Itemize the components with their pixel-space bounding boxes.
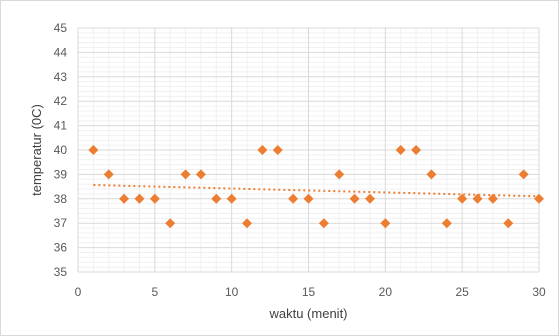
y-tick-label: 37 [54,216,68,230]
data-point [487,193,498,204]
data-point [380,218,391,229]
x-tick-labels: 0 5 10 15 20 25 30 [75,285,546,299]
x-axis-title: waktu (menit) [268,306,347,321]
y-tick-label: 36 [54,241,68,255]
data-point [441,218,452,229]
data-point [518,169,529,180]
data-point [364,193,375,204]
data-point [242,218,253,229]
data-point [318,218,329,229]
data-point [472,193,483,204]
x-tick-label: 0 [75,285,82,299]
x-tick-label: 30 [532,285,546,299]
data-point [180,169,191,180]
y-tick-label: 43 [54,70,68,84]
y-tick-label: 41 [54,119,68,133]
data-point [165,218,176,229]
data-point [349,193,360,204]
data-point [395,145,406,155]
y-tick-label: 44 [54,45,68,59]
data-point [257,145,268,155]
data-point [503,218,514,229]
data-point [411,145,422,155]
data-point [457,193,468,204]
data-points [88,145,544,229]
x-tick-label: 15 [302,285,316,299]
data-point [149,193,160,204]
x-tick-label: 25 [455,285,469,299]
data-point [134,193,145,204]
trendline-layer [93,183,540,198]
data-point [103,169,114,180]
data-point [211,193,222,204]
x-tick-label: 10 [225,285,239,299]
y-tick-label: 35 [54,265,68,279]
data-point [288,193,299,204]
data-point [426,169,437,180]
data-point [334,169,345,180]
data-point [272,145,283,155]
y-tick-label: 42 [54,94,68,108]
y-axis-title: temperatur (0C) [29,104,44,196]
y-tick-label: 38 [54,192,68,206]
data-point [534,193,544,204]
data-point [226,193,237,204]
y-tick-label: 39 [54,167,68,181]
data-point [303,193,314,204]
y-tick-label: 40 [54,143,68,157]
data-point [119,193,130,204]
data-point [195,169,206,180]
grid-lines [77,27,540,273]
x-tick-label: 20 [379,285,393,299]
y-tick-labels: 35 36 37 38 39 40 41 42 43 44 45 [54,21,68,279]
data-point [88,145,99,155]
y-tick-label: 45 [54,21,68,35]
x-tick-label: 5 [151,285,158,299]
trendline [93,183,540,198]
